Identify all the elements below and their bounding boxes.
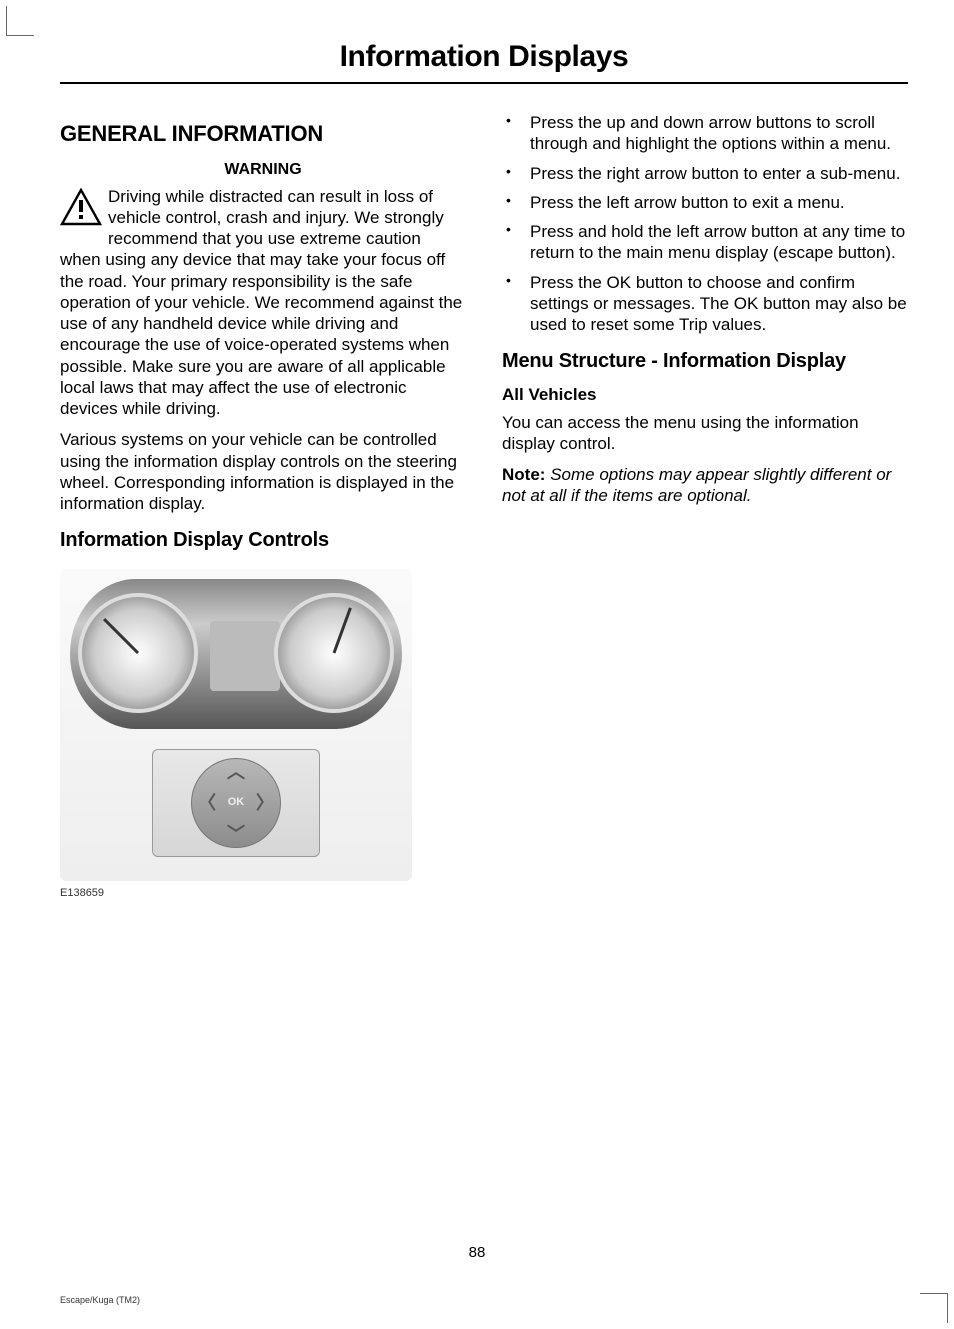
heading-all-vehicles: All Vehicles	[502, 384, 908, 405]
list-item: Press the right arrow button to enter a …	[502, 163, 908, 184]
warning-label: WARNING	[60, 160, 466, 180]
instrument-cluster-body	[70, 579, 402, 729]
two-column-layout: GENERAL INFORMATION WARNING Driving whil…	[60, 112, 908, 901]
crop-mark-bottom-right	[920, 1293, 948, 1323]
center-display-block	[210, 621, 280, 691]
all-vehicles-paragraph: You can access the menu using the inform…	[502, 412, 908, 455]
chevron-down-icon: ﹀	[227, 823, 245, 846]
heading-info-display-controls: Information Display Controls	[60, 528, 466, 553]
list-item: Press the left arrow button to exit a me…	[502, 192, 908, 213]
steering-wheel-controls-panel: ︿ ﹀ 〈 〉 OK	[152, 749, 320, 857]
right-gauge	[274, 593, 394, 713]
left-gauge	[78, 593, 198, 713]
list-item: Press the up and down arrow buttons to s…	[502, 112, 908, 155]
chevron-left-icon: 〈	[198, 792, 216, 815]
chevron-up-icon: ︿	[227, 761, 245, 784]
list-item: Press the OK button to choose and confir…	[502, 272, 908, 336]
left-column: GENERAL INFORMATION WARNING Driving whil…	[60, 112, 466, 901]
ok-button-label: OK	[228, 796, 245, 810]
warning-text: Driving while distracted can result in l…	[60, 187, 462, 419]
note-label: Note:	[502, 465, 545, 484]
note-body: Some options may appear slightly differe…	[502, 465, 891, 505]
chevron-right-icon: 〉	[256, 792, 274, 815]
crop-mark-top-left	[6, 6, 34, 36]
page-running-header: Information Displays	[60, 40, 908, 84]
warning-paragraph: Driving while distracted can result in l…	[60, 186, 466, 420]
dpad-control: ︿ ﹀ 〈 〉 OK	[191, 758, 281, 848]
post-warning-paragraph: Various systems on your vehicle can be c…	[60, 429, 466, 514]
right-column: Press the up and down arrow buttons to s…	[502, 112, 908, 901]
warning-triangle-icon	[60, 188, 102, 231]
footer-model-name: Escape/Kuga (TM2)	[60, 1295, 140, 1305]
figure-instrument-cluster: ︿ ﹀ 〈 〉 OK	[60, 569, 412, 881]
note-paragraph: Note: Some options may appear slightly d…	[502, 464, 908, 507]
control-instructions-list: Press the up and down arrow buttons to s…	[502, 112, 908, 335]
list-item: Press and hold the left arrow button at …	[502, 221, 908, 264]
section-title-general-information: GENERAL INFORMATION	[60, 120, 466, 148]
gauge-needle-icon	[103, 618, 139, 654]
figure-caption: E138659	[60, 887, 466, 901]
heading-menu-structure: Menu Structure - Information Display	[502, 349, 908, 374]
gauge-needle-icon	[333, 608, 352, 654]
page-number: 88	[469, 1244, 486, 1261]
